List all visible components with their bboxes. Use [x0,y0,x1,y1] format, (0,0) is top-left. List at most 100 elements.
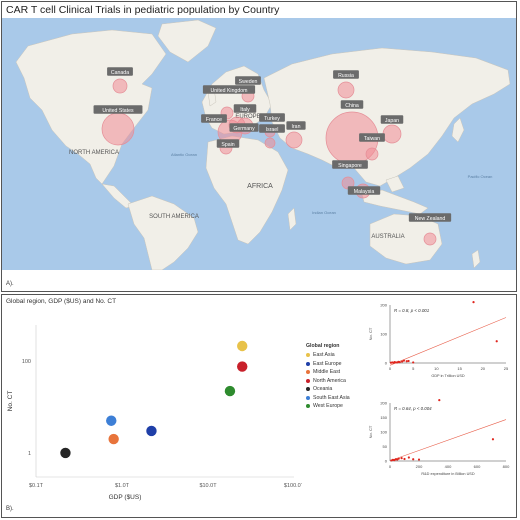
country-label-spain: Spain [216,139,240,148]
x-tick-label: $0.1T [29,483,44,489]
y-tick-label: 200 [380,401,387,406]
data-point[interactable] [407,456,410,459]
svg-text:France: France [206,117,222,123]
map-label-africa: AFRICA [247,183,273,190]
legend-item-east-europe[interactable]: East Europe [306,361,342,367]
data-point[interactable] [403,457,406,461]
panel-a-label: A). [6,281,14,287]
x-tick-label: 10 [434,366,439,371]
data-point[interactable] [472,301,475,304]
point-oceania[interactable] [60,447,71,459]
y-axis-title: No. CT [368,327,373,340]
legend-label: South East Asia [313,394,350,401]
map-label-atlantic: Atlantic Ocean [171,152,197,157]
point-middle-east[interactable] [108,433,119,445]
data-point[interactable] [412,361,415,364]
legend-item-west-europe[interactable]: West Europe [306,403,343,409]
country-label-canada: Canada [107,67,133,76]
data-point[interactable] [407,359,410,363]
svg-text:Israel: Israel [266,127,279,133]
panel-a: CAR T cell Clinical Trials in pediatric … [1,1,517,292]
country-label-china: China [340,100,364,109]
y-tick-label: 100 [22,359,31,365]
data-point[interactable] [412,458,415,461]
legend-item-middle-east[interactable]: Middle East [306,369,340,375]
data-point[interactable] [417,458,421,461]
africa-shape [205,135,289,245]
point-east-asia[interactable] [237,340,248,352]
x-tick-label: $100.0T [284,483,302,489]
bubble-israel[interactable] [264,137,276,149]
country-label-iran: Iran [286,121,306,130]
point-south-east-asia[interactable] [106,415,117,426]
svg-text:Russia: Russia [338,73,354,79]
regression-line [389,317,507,366]
y-tick-label: 0 [385,459,388,464]
rnd-correlation-chart: 0 200 400 600 800 0 50 100 150 200 R&D expenditure… [368,399,510,476]
panel-b: Global region, GDP ($US) and No. CT $0.1… [1,294,517,518]
point-west-europe[interactable] [224,385,236,397]
legend-item-east-asia[interactable]: East Asia [306,352,335,358]
x-tick-label: $1.0T [115,483,130,489]
correlation-annotation: R = 0.8, p < 0.001 [394,308,430,313]
svg-text:Iran: Iran [292,124,301,130]
legend-swatch [306,353,310,357]
scatter-title: Global region, GDP ($US) and No. CT [6,298,117,305]
country-label-malaysia: Malaysia [347,186,381,195]
y-tick-label: 150 [380,415,387,420]
point-east-europe[interactable] [146,425,157,437]
country-label-russia: Russia [333,70,359,79]
legend-item-oceania[interactable]: Oceania [306,386,332,392]
gdp-scatter-chart: $0.1T $1.0T $10.0T $100.0T 1 100 GDP ($US) No. … [7,325,302,501]
x-tick-label: 0 [389,366,392,371]
legend-item-north-america[interactable]: North America [306,378,346,384]
legend-item-south-east-asia[interactable]: South East Asia [306,395,350,401]
bubble-iran[interactable] [285,131,303,149]
y-tick-label: 0 [385,361,388,366]
correlation-annotation: R = 0.64, p < 0.004 [394,406,432,411]
plot-area [390,305,506,363]
svg-text:Canada: Canada [111,70,129,76]
data-point[interactable] [402,359,406,362]
y-tick-label: 1 [28,451,31,457]
svg-text:Germany: Germany [233,126,255,132]
data-point[interactable] [397,457,400,460]
x-tick-label: 800 [503,464,510,469]
data-point[interactable] [400,457,403,460]
japan-shape [451,117,465,143]
x-axis-title: GDP ($US) [109,494,142,501]
x-axis-title: R&D expenditure in Billion USD [421,472,474,476]
bubble-russia[interactable] [337,81,355,99]
point-north-america[interactable] [237,361,248,372]
x-tick-label: 200 [416,464,423,469]
svg-text:Spain: Spain [221,142,234,148]
legend-label: West Europe [313,403,343,409]
data-point[interactable] [491,438,495,441]
data-point[interactable] [495,340,498,343]
y-axis-title: No. CT [368,425,373,438]
data-point[interactable] [438,399,441,402]
indonesia-shape [361,189,429,215]
y-tick-label: 50 [383,444,388,449]
data-point[interactable] [405,360,408,363]
bubble-taiwan[interactable] [365,147,379,161]
map-label-australia: AUSTRALIA [371,234,404,240]
legend-title: Global region [306,343,340,349]
bubble-new-zealand[interactable] [423,232,437,246]
bubble-japan[interactable] [382,124,402,144]
y-tick-label: 100 [380,430,387,435]
madagascar-shape [287,207,297,231]
borneo-shape [385,175,405,193]
map-label-south-america: SOUTH AMERICA [149,214,199,220]
x-tick-label: 0 [389,464,392,469]
country-label-italy: Italy [233,104,257,113]
country-label-united-kingdom: United Kingdom [202,85,256,94]
y-tick-label: 200 [380,303,387,308]
bubble-canada[interactable] [112,78,128,94]
data-point[interactable] [400,360,404,363]
x-tick-label: $10.0T [199,483,217,489]
data-point[interactable] [398,361,401,364]
panel-b-label: B). [6,506,14,512]
bubble-united-states[interactable] [101,112,135,146]
country-label-israel: Israel [259,124,285,133]
